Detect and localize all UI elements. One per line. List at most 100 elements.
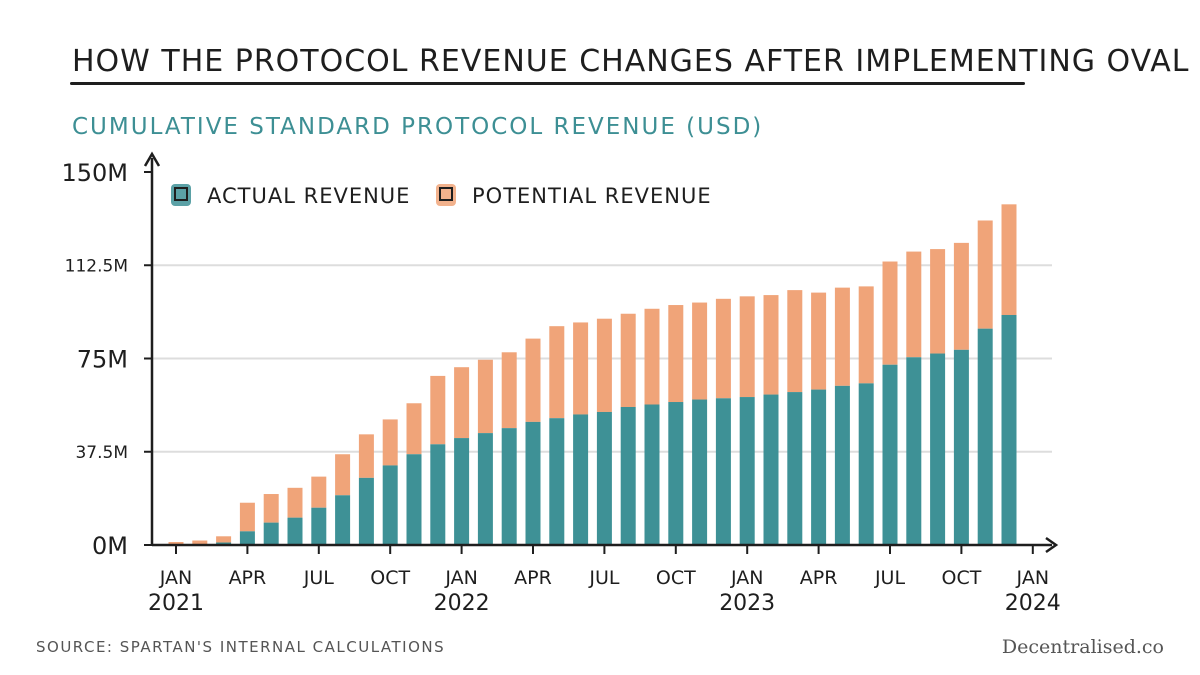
bar-potential <box>192 540 208 545</box>
x-tick-label: JUL <box>303 567 335 589</box>
bar-potential <box>715 298 731 399</box>
bar-potential <box>763 295 779 395</box>
title-underline <box>70 82 1025 85</box>
y-tick-label: 37.5M <box>75 443 128 463</box>
x-tick-label: JUL <box>588 567 620 589</box>
source-note: SOURCE: SPARTAN'S INTERNAL CALCULATIONS <box>36 638 446 656</box>
bar-actual <box>763 394 779 545</box>
x-tick-year: 2023 <box>719 591 775 616</box>
brand-logo: Decentralised.co <box>1001 636 1164 658</box>
bar-potential <box>882 261 898 365</box>
bar-potential <box>311 476 327 508</box>
bar-potential <box>549 326 565 419</box>
bar-actual <box>382 465 398 545</box>
bar-potential <box>263 494 279 523</box>
bar-potential <box>430 375 446 445</box>
axes <box>143 151 1059 554</box>
bar-potential <box>573 322 589 415</box>
x-tick-label: JAN <box>1016 567 1049 589</box>
bar-potential <box>454 367 470 439</box>
bar-actual <box>239 531 255 545</box>
bar-actual <box>882 364 898 545</box>
bar-actual <box>477 433 493 545</box>
bar-potential <box>382 419 398 466</box>
bar-actual <box>668 402 684 545</box>
bar-actual <box>406 454 422 545</box>
bar-potential <box>644 308 660 405</box>
bar-actual <box>787 392 803 545</box>
bar-actual <box>858 383 874 545</box>
x-tick-label: JUL <box>874 567 906 589</box>
page-title: HOW THE PROTOCOL REVENUE CHANGES AFTER I… <box>72 44 1190 79</box>
bar-actual <box>454 438 470 545</box>
y-tick-label: 0M <box>92 532 128 560</box>
legend: ACTUAL REVENUE POTENTIAL REVENUE <box>171 184 712 208</box>
bar-actual <box>811 389 827 545</box>
bar-potential <box>977 220 993 329</box>
bar-potential <box>596 318 612 412</box>
bar-actual <box>620 406 636 545</box>
bar-actual <box>287 517 303 545</box>
x-tick-label: JAN <box>444 567 477 589</box>
bar-actual <box>834 385 850 545</box>
x-tick-year: 2022 <box>434 591 490 616</box>
x-tick-label: APR <box>514 567 552 589</box>
bar-potential <box>287 487 303 518</box>
x-tick-label: OCT <box>370 567 410 589</box>
legend-actual-swatch <box>174 187 188 201</box>
x-tick-label: APR <box>229 567 267 589</box>
y-axis-arrow <box>143 151 161 167</box>
bar-actual <box>501 428 517 545</box>
y-tick-label: 150M <box>61 159 128 187</box>
x-tick-label: APR <box>800 567 838 589</box>
bar-potential <box>787 290 803 393</box>
x-tick-label: JAN <box>159 567 192 589</box>
bar-actual <box>1001 314 1017 545</box>
bar-potential <box>168 542 184 545</box>
bar-potential <box>477 359 493 434</box>
bar-potential <box>739 296 755 398</box>
x-tick-label: OCT <box>656 567 696 589</box>
bar-actual <box>573 414 589 545</box>
bar-actual <box>525 421 541 545</box>
bar-potential <box>953 242 969 350</box>
bar-actual <box>549 418 565 545</box>
bar-potential <box>335 454 351 496</box>
bar-actual <box>596 411 612 545</box>
bar-potential <box>906 251 922 358</box>
bar-potential <box>239 502 255 532</box>
bar-potential <box>525 338 541 422</box>
bar-potential <box>216 536 232 543</box>
bar-actual <box>715 398 731 545</box>
chart-title: CUMULATIVE STANDARD PROTOCOL REVENUE (US… <box>72 114 764 140</box>
bar-potential <box>406 403 422 455</box>
bar-potential <box>1001 204 1017 315</box>
legend-potential-label: POTENTIAL REVENUE <box>472 184 712 208</box>
legend-potential-swatch <box>439 187 453 201</box>
bar-actual <box>692 399 708 545</box>
bar-potential <box>858 286 874 384</box>
y-axis-ticks: 0M 37.5M 75M 112.5M 150M <box>61 159 152 560</box>
bar-potential <box>692 302 708 400</box>
x-axis-arrow <box>1045 536 1059 554</box>
bar-actual <box>644 404 660 545</box>
bar-potential <box>668 305 684 403</box>
bar-potential <box>930 249 946 354</box>
bar-actual <box>930 353 946 545</box>
y-tick-label: 75M <box>77 346 128 374</box>
bar-actual <box>739 397 755 545</box>
bar-actual <box>953 349 969 545</box>
bar-potential <box>811 292 827 390</box>
bar-potential <box>501 352 517 429</box>
y-tick-label: 112.5M <box>65 256 128 276</box>
bar-actual <box>335 495 351 545</box>
bar-actual <box>430 444 446 545</box>
bar-actual <box>977 328 993 545</box>
x-tick-label: OCT <box>941 567 981 589</box>
x-tick-year: 2021 <box>148 591 204 616</box>
x-tick-label: JAN <box>730 567 763 589</box>
bar-actual <box>311 507 327 545</box>
legend-actual-label: ACTUAL REVENUE <box>207 184 410 208</box>
